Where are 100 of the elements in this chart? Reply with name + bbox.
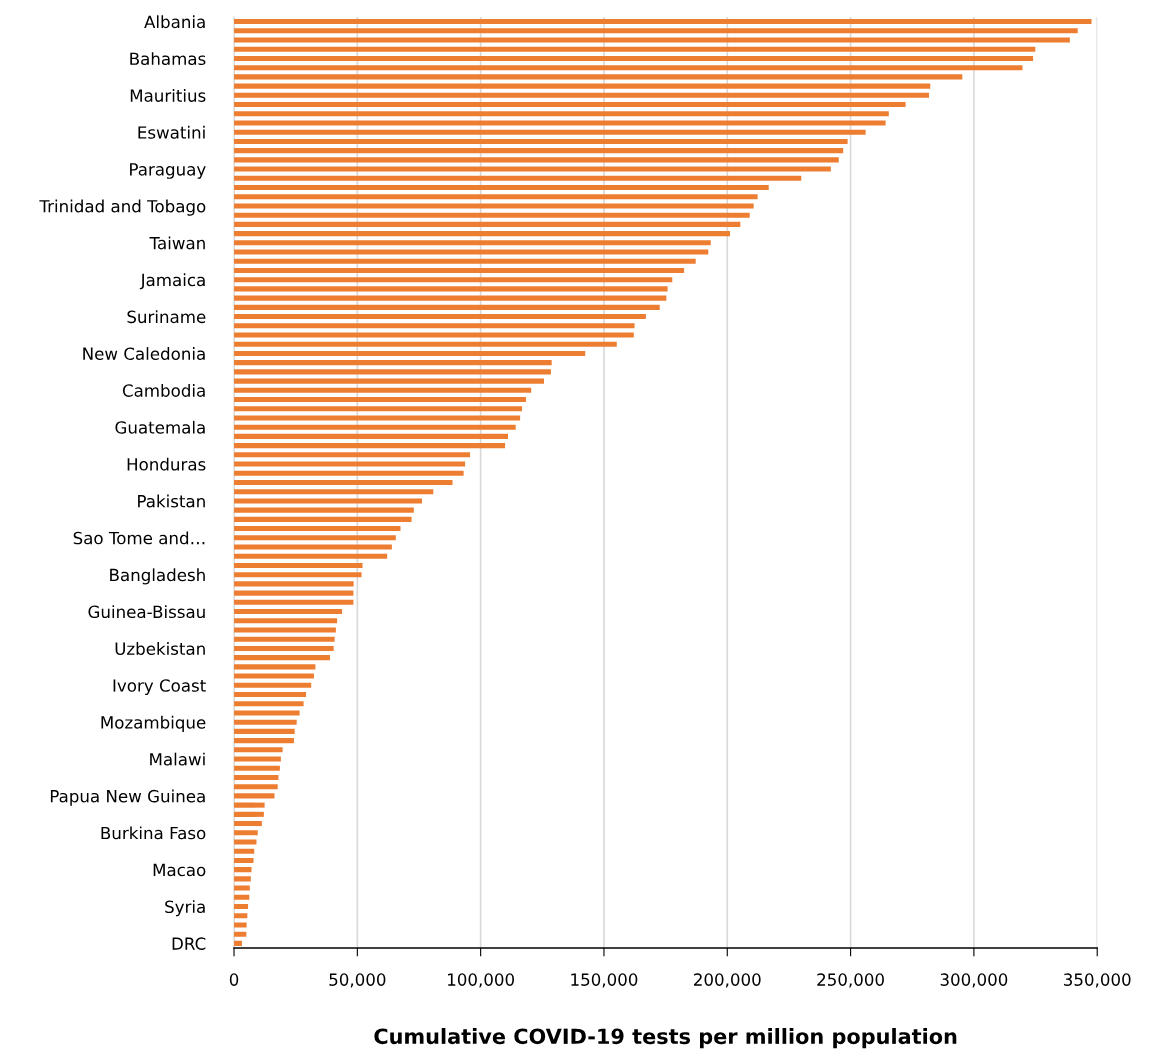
bar <box>234 507 414 513</box>
bar <box>234 452 471 458</box>
y-tick-label: Jamaica <box>139 273 205 290</box>
bar <box>234 479 453 486</box>
bar <box>234 194 758 200</box>
bar <box>234 286 668 292</box>
bar <box>234 553 388 559</box>
y-tick-label: Albania <box>144 15 205 29</box>
bar <box>234 332 634 338</box>
bar <box>234 443 506 449</box>
bar <box>234 295 667 301</box>
bar <box>234 387 532 393</box>
bar <box>234 433 509 439</box>
y-tick-label: Bahamas <box>130 52 206 66</box>
bar <box>234 406 523 412</box>
y-tick-label: Trinidad and Tobago <box>39 199 206 216</box>
bar <box>234 894 250 900</box>
bar <box>234 609 343 615</box>
bar <box>234 765 280 771</box>
bar <box>234 830 258 836</box>
bar <box>234 903 249 910</box>
bar <box>234 590 354 596</box>
y-tick-label: Syria <box>165 900 205 917</box>
bar <box>234 46 1036 52</box>
bar <box>234 839 257 845</box>
bar <box>234 867 252 873</box>
y-tick-label: Burkina Faso <box>101 826 206 840</box>
bar <box>234 599 354 605</box>
bar <box>234 55 1034 61</box>
y-tick-label: Eswatini <box>138 125 205 139</box>
bar <box>234 111 889 117</box>
bar <box>234 396 527 403</box>
bar <box>234 184 769 191</box>
bar <box>234 682 312 688</box>
bar <box>234 221 741 227</box>
bar <box>234 470 464 476</box>
bar <box>234 240 711 246</box>
y-tick-label: Paraguay <box>130 163 206 179</box>
y-tick-label: Uzbekistan <box>115 642 205 655</box>
bar <box>234 129 866 135</box>
bar <box>234 65 1023 71</box>
bar <box>234 102 906 108</box>
bar <box>234 314 646 320</box>
bar <box>234 572 362 578</box>
x-tick-label: 300,000 <box>940 973 1008 988</box>
bar <box>234 120 886 126</box>
bar <box>234 756 281 762</box>
y-tick-label: Ivory Coast <box>113 679 206 696</box>
bar <box>234 175 802 181</box>
bar <box>234 231 730 237</box>
y-tick-label: Mozambique <box>101 715 206 732</box>
y-tick-label: Honduras <box>127 457 206 471</box>
bar <box>234 424 516 430</box>
bar <box>234 267 685 274</box>
bar <box>234 802 265 808</box>
bar <box>234 489 434 495</box>
bar <box>234 848 255 854</box>
y-tick-label: Taiwan <box>149 236 205 250</box>
x-tick-label: 250,000 <box>817 973 884 988</box>
bar <box>234 83 931 89</box>
bar <box>234 378 545 384</box>
bar <box>234 92 930 98</box>
x-tick-label: 350,000 <box>1064 973 1131 988</box>
bar <box>234 249 709 255</box>
bar <box>234 323 635 329</box>
x-tick-label: 100,000 <box>448 973 514 988</box>
bar <box>234 636 335 642</box>
bar <box>234 876 251 882</box>
bar <box>234 28 1078 34</box>
bar <box>234 350 586 356</box>
x-tick-label: 50,000 <box>329 973 386 988</box>
bar <box>234 922 247 928</box>
y-tick-label: Macao <box>153 863 206 877</box>
x-axis-title: Cumulative COVID-19 tests per million population <box>374 1028 957 1049</box>
bar <box>234 19 1092 25</box>
x-tick-label: 150,000 <box>571 973 638 988</box>
bar <box>234 562 363 568</box>
y-tick-label: Suriname <box>127 310 206 324</box>
x-tick-label: 0 <box>229 973 239 986</box>
bar <box>234 728 295 734</box>
bar <box>234 37 1070 43</box>
bar <box>234 74 963 80</box>
y-tick-label: Mauritius <box>130 89 206 102</box>
bar <box>234 811 264 817</box>
bar <box>234 157 839 163</box>
bar <box>234 673 314 679</box>
bar <box>234 166 831 172</box>
y-tick-label: Cambodia <box>122 383 205 397</box>
bar <box>234 369 551 375</box>
bar <box>234 655 330 661</box>
bar <box>234 461 466 467</box>
bar <box>234 544 392 550</box>
bar <box>234 360 552 366</box>
bar <box>234 258 696 264</box>
bar <box>234 526 401 532</box>
bar <box>234 701 304 707</box>
y-tick-label: New Caledonia <box>83 347 205 361</box>
bar <box>234 138 848 144</box>
bar <box>234 691 307 698</box>
bar <box>234 618 338 624</box>
